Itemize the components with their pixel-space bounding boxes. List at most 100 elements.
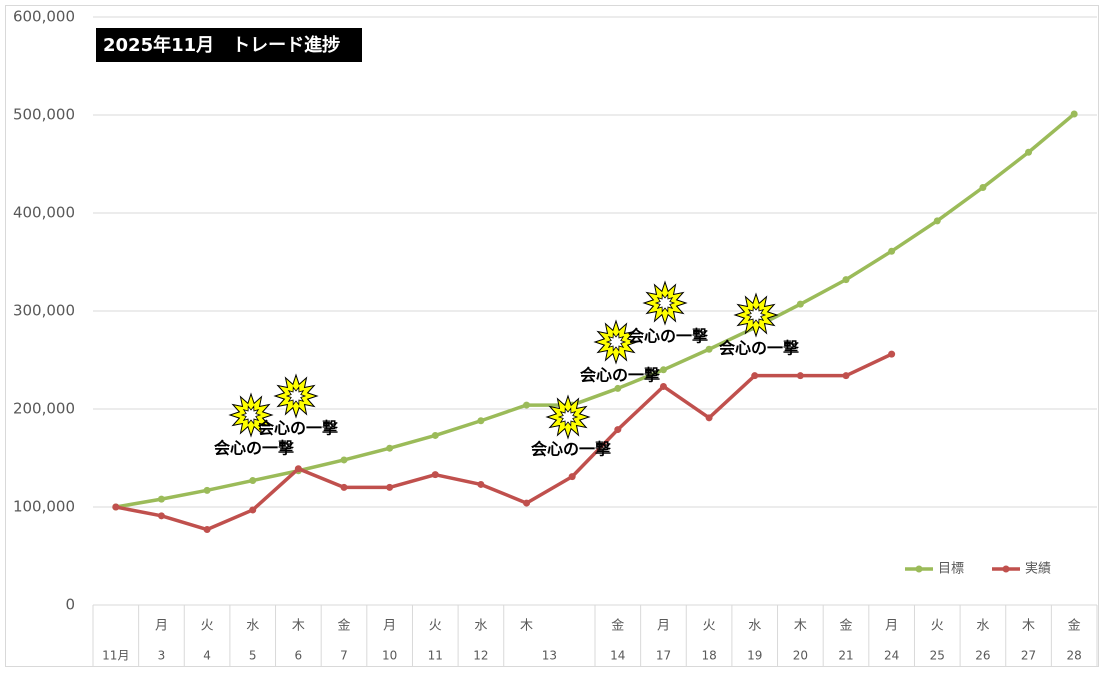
data-point	[249, 477, 257, 485]
data-point	[842, 372, 850, 380]
weekday-label: 火	[201, 619, 214, 634]
x-tick-label: 27	[1021, 649, 1036, 663]
x-tick-label: 4	[203, 649, 211, 663]
x-tick-label: 21	[838, 649, 853, 663]
starburst-inner	[745, 305, 767, 325]
x-tick-label: 10	[382, 649, 397, 663]
data-point	[477, 480, 485, 488]
data-point	[705, 414, 713, 422]
weekday-label: 月	[383, 619, 396, 634]
data-point	[659, 366, 667, 374]
x-tick-label: 19	[747, 649, 762, 663]
legend-marker	[1002, 565, 1010, 573]
data-point	[386, 444, 394, 452]
x-tick-label: 26	[975, 649, 990, 663]
x-tick-label: 17	[656, 649, 671, 663]
annotation: 会心の一撃	[719, 339, 799, 358]
y-tick-label: 500,000	[13, 106, 75, 124]
data-point	[157, 495, 165, 503]
data-point	[568, 473, 576, 481]
x-tick-label: 13	[542, 649, 557, 663]
data-point	[751, 372, 759, 380]
data-point	[203, 486, 211, 494]
weekday-label: 水	[976, 619, 989, 634]
x-tick-label: 5	[249, 649, 257, 663]
y-tick-label: 0	[65, 596, 75, 614]
annotation: 会心の一撃	[580, 366, 660, 385]
chart-title: 2025年11月 トレード進捗	[103, 34, 340, 56]
y-tick-label: 400,000	[13, 204, 75, 222]
y-tick-label: 200,000	[13, 400, 75, 418]
x-tick-label: 3	[158, 649, 166, 663]
x-tick-label: 24	[884, 649, 899, 663]
x-tick-label: 25	[930, 649, 945, 663]
x-tick-label: 7	[340, 649, 348, 663]
data-point	[203, 526, 211, 534]
data-point	[933, 217, 941, 225]
starburst-inner	[605, 332, 627, 352]
weekday-label: 水	[246, 619, 259, 634]
x-tick-label: 18	[701, 649, 716, 663]
data-point	[979, 184, 987, 192]
data-point	[523, 401, 531, 409]
data-point	[249, 506, 257, 514]
weekday-label: 木	[292, 619, 305, 634]
weekday-label: 月	[657, 619, 670, 634]
weekday-label: 金	[337, 618, 350, 634]
legend-marker	[915, 565, 923, 573]
data-point	[705, 345, 713, 353]
weekday-label: 水	[748, 619, 761, 634]
annotation: 会心の一撃	[531, 440, 611, 459]
x-tick-label: 12	[473, 649, 488, 663]
x-tick-label: 6	[295, 649, 303, 663]
data-point	[431, 431, 439, 439]
weekday-label: 火	[703, 619, 716, 634]
weekday-label: 月	[155, 619, 168, 634]
data-point	[112, 503, 120, 511]
starburst-inner	[285, 386, 307, 406]
x-tick-label: 11	[428, 649, 443, 663]
x-tick-label: 11月	[102, 649, 129, 663]
data-point	[340, 483, 348, 491]
x-tick-label: 14	[610, 649, 625, 663]
weekday-label: 木	[520, 619, 533, 634]
y-tick-label: 600,000	[13, 8, 75, 26]
data-point	[523, 499, 531, 507]
data-point	[1070, 110, 1078, 118]
weekday-label: 金	[839, 618, 852, 634]
legend-label: 実績	[1025, 561, 1051, 577]
data-point	[796, 372, 804, 380]
data-point	[477, 417, 485, 425]
data-point	[659, 382, 667, 390]
data-point	[1025, 148, 1033, 156]
data-point	[888, 350, 896, 358]
series-line	[115, 352, 893, 532]
data-point	[431, 471, 439, 479]
starburst-inner	[240, 405, 262, 425]
chart-border	[5, 5, 1099, 667]
data-point	[796, 300, 804, 308]
weekday-label: 火	[429, 619, 442, 634]
starburst-inner	[557, 407, 579, 427]
weekday-label: 金	[611, 618, 624, 634]
data-point	[386, 483, 394, 491]
data-point	[842, 276, 850, 284]
annotation: 会心の一撃	[258, 419, 338, 438]
weekday-label: 水	[474, 619, 487, 634]
y-tick-label: 300,000	[13, 302, 75, 320]
data-point	[294, 465, 302, 473]
starburst-inner	[654, 293, 676, 313]
annotation: 会心の一撃	[628, 327, 708, 346]
data-point	[888, 247, 896, 255]
x-tick-label: 20	[793, 649, 808, 663]
series-line	[115, 112, 1076, 509]
annotation: 会心の一撃	[214, 439, 294, 458]
legend-label: 目標	[938, 562, 964, 577]
y-tick-label: 100,000	[13, 498, 75, 516]
data-point	[614, 384, 622, 392]
weekday-label: 木	[794, 619, 807, 634]
weekday-label: 木	[1022, 619, 1035, 634]
data-point	[340, 456, 348, 464]
data-point	[614, 426, 622, 434]
